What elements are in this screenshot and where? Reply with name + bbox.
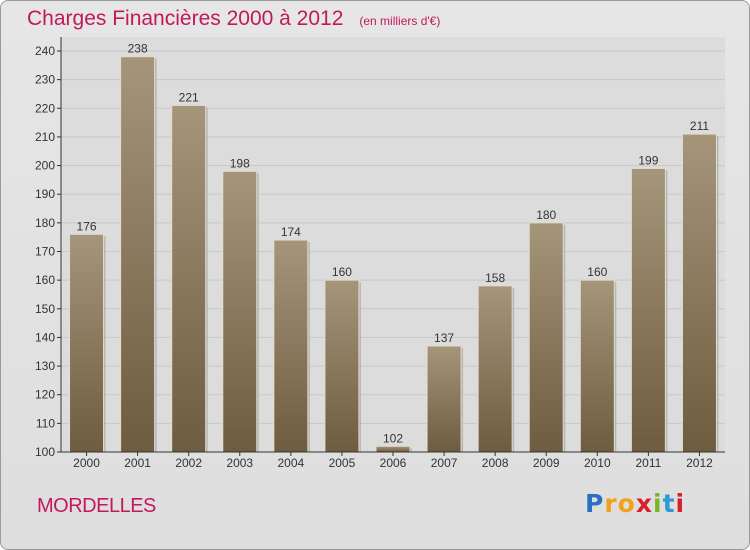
- bar: [426, 345, 462, 453]
- x-tick-label: 2011: [635, 456, 661, 470]
- data-label: 137: [434, 331, 454, 345]
- data-label: 160: [587, 265, 607, 279]
- brand-logo-letter: i: [675, 489, 686, 518]
- y-tick-label: 170: [35, 245, 55, 259]
- brand-logo-letter: x: [635, 489, 653, 518]
- x-tick-label: 2006: [380, 456, 407, 470]
- y-tick-label: 180: [35, 216, 55, 230]
- x-axis-ticks: 2000 2001 2002 2003 2004 2005 2006 2007 2008 2009…: [73, 452, 713, 470]
- x-tick-label: 2009: [533, 456, 560, 470]
- y-tick-label: 140: [35, 330, 55, 344]
- bar: [477, 285, 513, 453]
- bar: [273, 239, 309, 453]
- data-label: 198: [230, 156, 250, 170]
- brand-logo-letter: t: [662, 489, 676, 518]
- x-tick-label: 2005: [329, 456, 356, 470]
- x-tick-label: 2008: [482, 456, 509, 470]
- data-label: 211: [690, 119, 709, 133]
- bar: [120, 56, 156, 453]
- y-tick-label: 240: [35, 44, 55, 58]
- x-tick-label: 2001: [124, 456, 151, 470]
- y-tick-label: 230: [35, 73, 55, 87]
- x-tick-label: 2012: [686, 456, 713, 470]
- brand-logo-letter: o: [617, 489, 636, 518]
- bar: [69, 233, 105, 453]
- bar: [681, 133, 717, 453]
- bar: [579, 279, 615, 453]
- x-tick-label: 2010: [584, 456, 611, 470]
- x-tick-label: 2003: [226, 456, 253, 470]
- x-tick-label: 2002: [175, 456, 202, 470]
- x-tick-label: 2004: [277, 456, 304, 470]
- brand-logo-letter: i: [653, 489, 663, 518]
- bars: 176 238 221 198 174 160 102 137 158 180 160 199 211: [69, 42, 719, 453]
- chart-unit-label: (en milliers d'€): [359, 14, 441, 28]
- brand-logo-letter: r: [604, 489, 618, 518]
- y-tick-label: 110: [36, 416, 55, 430]
- data-label: 221: [179, 90, 199, 104]
- data-label: 174: [281, 225, 301, 239]
- y-tick-label: 210: [35, 130, 55, 144]
- chart-title-block: Charges Financières 2000 à 2012 (en milli…: [27, 7, 440, 31]
- bar: [630, 167, 666, 453]
- brand-logo-letter: P: [585, 489, 605, 518]
- y-axis-ticks: 100 110 120 130 140 150 160 170 180 190 200 210 220 2…: [35, 44, 61, 459]
- plot-area: [61, 37, 725, 452]
- y-tick-label: 200: [35, 159, 55, 173]
- data-label: 238: [128, 42, 148, 56]
- y-tick-label: 100: [35, 445, 55, 459]
- data-label: 180: [536, 208, 556, 222]
- data-label: 102: [383, 431, 403, 445]
- y-tick-label: 130: [35, 359, 55, 373]
- chart-title: Charges Financières 2000 à 2012: [27, 7, 344, 30]
- bar: [324, 279, 360, 453]
- y-tick-label: 220: [35, 101, 55, 115]
- bar: [222, 170, 258, 453]
- x-tick-label: 2000: [73, 456, 100, 470]
- x-tick-label: 2007: [431, 456, 458, 470]
- y-tick-label: 160: [35, 273, 55, 287]
- location-label: MORDELLES: [37, 495, 156, 517]
- y-tick-label: 150: [35, 302, 55, 316]
- bar: [375, 445, 411, 453]
- data-label: 176: [77, 219, 97, 233]
- data-label: 199: [638, 153, 658, 167]
- y-tick-label: 190: [35, 187, 55, 201]
- bar: [171, 104, 207, 453]
- data-label: 160: [332, 265, 352, 279]
- bar: [528, 222, 564, 453]
- data-label: 158: [485, 271, 505, 285]
- brand-logo: Proxiti: [585, 489, 685, 518]
- y-tick-label: 120: [35, 388, 55, 402]
